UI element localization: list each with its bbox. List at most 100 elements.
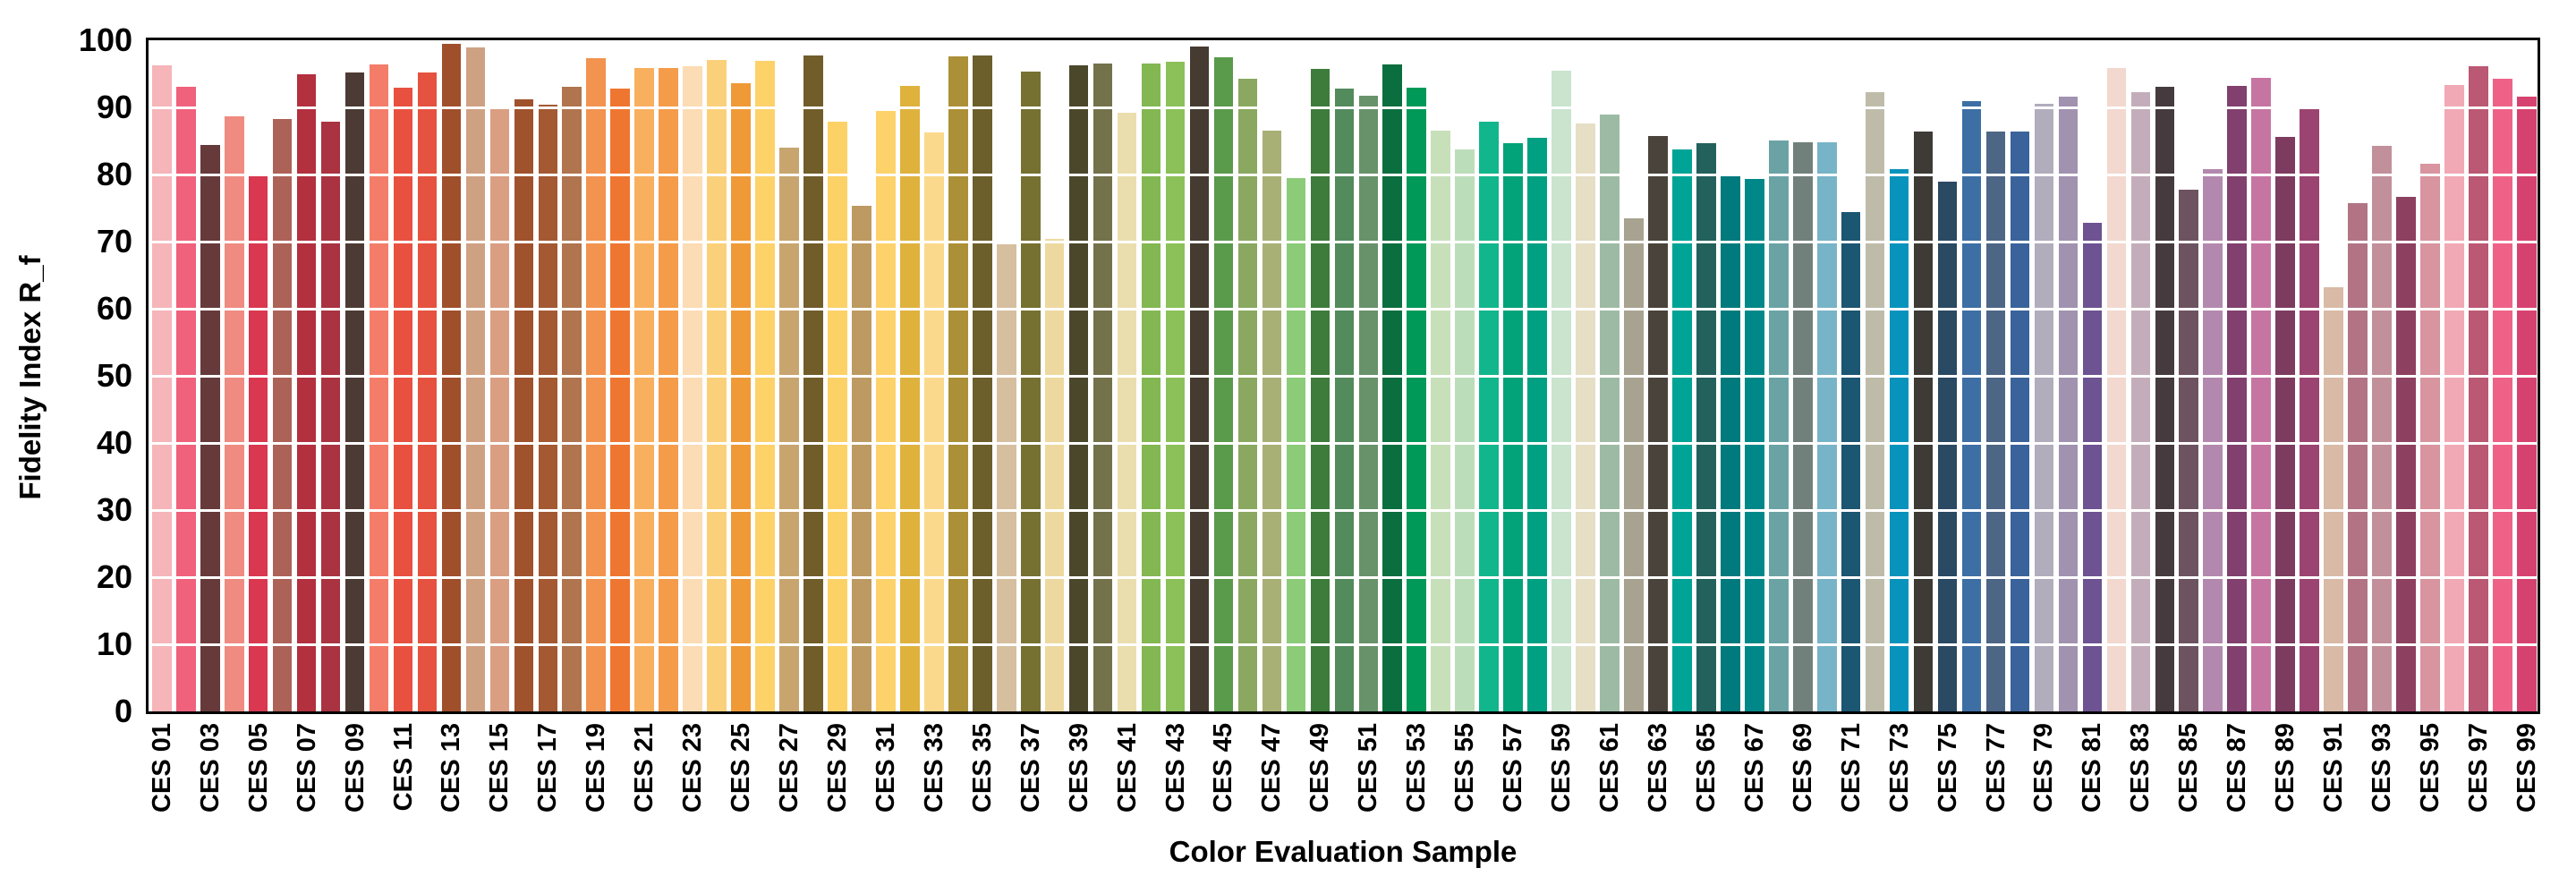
x-tick-ces-03: CES 03	[195, 723, 225, 813]
bar-ces-90	[2300, 107, 2319, 711]
bar-ces-55	[1455, 149, 1475, 711]
bar-ces-54	[1431, 131, 1450, 711]
y-tick-90: 90	[96, 89, 132, 125]
x-tick-ces-27: CES 27	[775, 723, 804, 813]
x-tick-ces-81: CES 81	[2078, 723, 2107, 813]
bar-ces-50	[1334, 89, 1355, 711]
y-tick-20: 20	[96, 558, 132, 595]
bar-ces-52	[1382, 64, 1403, 711]
bar-ces-77	[1985, 132, 2006, 711]
gridline-80	[149, 173, 2538, 176]
x-tick-ces-91: CES 91	[2319, 723, 2349, 813]
x-axis-title: Color Evaluation Sample	[1169, 835, 1518, 868]
x-tick-ces-23: CES 23	[678, 723, 708, 813]
x-tick-ces-29: CES 29	[822, 723, 852, 813]
x-tick-ces-73: CES 73	[1884, 723, 1914, 813]
bar-ces-32	[900, 86, 920, 711]
bar-ces-80	[2058, 97, 2079, 711]
bar-ces-99	[2517, 97, 2537, 711]
bar-ces-03	[200, 145, 220, 711]
bar-ces-94	[2396, 196, 2416, 711]
bar-ces-12	[417, 72, 438, 711]
bar-ces-63	[1648, 136, 1668, 711]
bar-ces-25	[731, 83, 751, 711]
gridline-90	[149, 106, 2538, 109]
bar-ces-42	[1141, 64, 1161, 711]
y-tick-70: 70	[96, 223, 132, 260]
bar-ces-95	[2420, 164, 2440, 711]
bar-ces-45	[1213, 56, 1234, 711]
bar-ces-82	[2106, 67, 2127, 711]
x-tick-ces-95: CES 95	[2415, 723, 2444, 813]
bar-ces-53	[1407, 88, 1427, 711]
y-tick-60: 60	[96, 290, 132, 327]
bar-ces-19	[586, 58, 607, 711]
bar-ces-62	[1624, 217, 1644, 711]
bar-ces-61	[1600, 115, 1620, 711]
x-tick-ces-07: CES 07	[292, 723, 321, 813]
y-tick-40: 40	[96, 424, 132, 461]
bar-ces-68	[1768, 140, 1789, 711]
bar-ces-39	[1068, 64, 1089, 711]
x-tick-ces-99: CES 99	[2512, 723, 2541, 813]
x-tick-ces-25: CES 25	[727, 723, 756, 813]
bar-ces-46	[1237, 78, 1258, 711]
y-tick-100: 100	[78, 21, 132, 58]
bar-ces-08	[320, 121, 341, 711]
bar-ces-76	[1961, 101, 1982, 711]
bar-ces-27	[779, 148, 799, 711]
bar-ces-36	[996, 244, 1016, 711]
bar-ces-14	[465, 47, 486, 711]
bar-ces-33	[924, 132, 944, 711]
bar-ces-43	[1165, 62, 1186, 711]
x-tick-ces-89: CES 89	[2271, 723, 2300, 813]
bar-ces-58	[1527, 137, 1547, 711]
x-tick-ces-75: CES 75	[1933, 723, 1962, 813]
bar-ces-48	[1286, 177, 1306, 711]
gridline-60	[149, 307, 2538, 311]
bar-ces-22	[659, 67, 678, 711]
bar-ces-79	[2034, 104, 2054, 711]
bar-ces-96	[2444, 85, 2464, 711]
bar-ces-26	[755, 61, 775, 711]
gridline-20	[149, 575, 2538, 579]
bar-ces-37	[1020, 72, 1041, 711]
bar-ces-15	[489, 109, 510, 711]
bar-ces-57	[1503, 142, 1523, 711]
gridline-30	[149, 508, 2538, 512]
bar-ces-31	[876, 110, 896, 711]
bar-ces-23	[683, 66, 702, 711]
bar-ces-17	[538, 105, 558, 711]
bar-ces-07	[296, 73, 317, 711]
bar-ces-04	[224, 115, 244, 711]
bar-ces-75	[1937, 182, 1958, 711]
x-tick-ces-19: CES 19	[582, 723, 611, 813]
x-tick-ces-35: CES 35	[967, 723, 997, 813]
bar-ces-18	[562, 86, 582, 711]
bar-ces-21	[634, 67, 654, 711]
bar-ces-88	[2251, 78, 2271, 711]
x-tick-ces-11: CES 11	[388, 723, 418, 812]
x-tick-ces-71: CES 71	[1836, 723, 1866, 813]
bar-ces-70	[1816, 142, 1837, 711]
x-tick-ces-17: CES 17	[533, 723, 563, 813]
bar-ces-10	[369, 64, 389, 711]
x-tick-ces-97: CES 97	[2463, 723, 2493, 813]
bar-ces-64	[1672, 149, 1692, 711]
x-tick-ces-85: CES 85	[2174, 723, 2204, 813]
bar-ces-56	[1479, 121, 1499, 711]
bar-ces-98	[2493, 78, 2512, 711]
bar-ces-38	[1044, 239, 1065, 711]
x-tick-ces-33: CES 33	[919, 723, 948, 813]
bar-ces-29	[828, 121, 847, 711]
bar-ces-78	[2010, 132, 2030, 711]
x-tick-ces-87: CES 87	[2223, 723, 2252, 813]
gridline-70	[149, 240, 2538, 243]
bar-ces-02	[175, 86, 196, 711]
bar-ces-49	[1310, 69, 1331, 711]
bar-ces-87	[2227, 86, 2247, 711]
x-tick-ces-01: CES 01	[147, 723, 176, 813]
x-tick-ces-65: CES 65	[1691, 723, 1721, 813]
bar-ces-35	[972, 55, 992, 711]
